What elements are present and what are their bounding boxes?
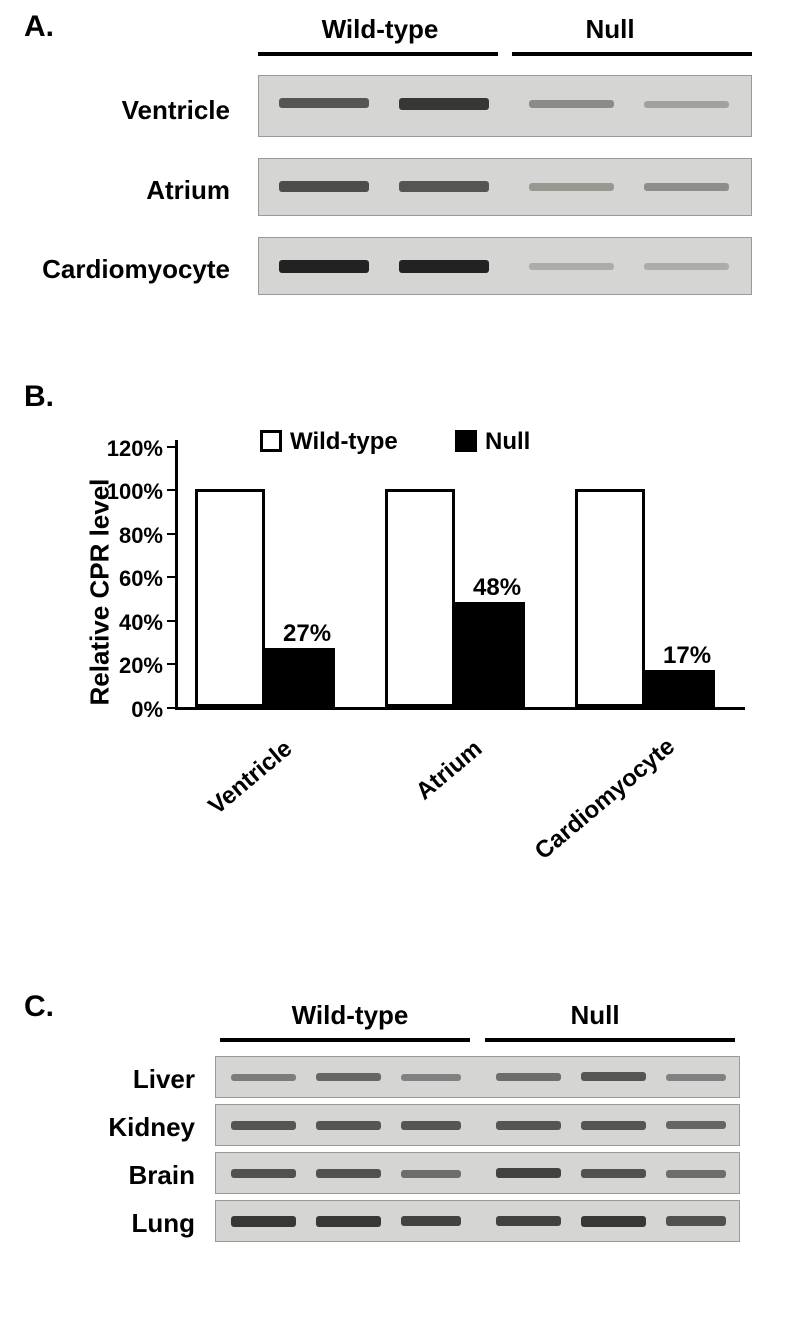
panel-a-blot-cardiomyocyte	[258, 237, 752, 295]
panel-c-blot-lung	[215, 1200, 740, 1242]
bar-value-label: 27%	[283, 620, 331, 648]
y-tick	[167, 489, 175, 491]
legend-swatch-null	[455, 430, 477, 452]
y-tick-label: 60%	[100, 566, 163, 592]
blot-band	[496, 1121, 561, 1130]
blot-band	[231, 1074, 296, 1081]
blot-band	[399, 98, 489, 110]
panel-a-header-null: Null	[530, 14, 690, 45]
blot-band	[401, 1121, 461, 1130]
blot-band	[401, 1074, 461, 1081]
blot-band	[316, 1169, 381, 1178]
panel-c-header-null: Null	[515, 1000, 675, 1031]
legend-swatch-wildtype	[260, 430, 282, 452]
y-tick-label: 80%	[100, 523, 163, 549]
blot-band	[496, 1073, 561, 1081]
panel-a-row-label: Ventricle	[0, 95, 230, 126]
blot-band	[279, 260, 369, 273]
panel-c-blot-liver	[215, 1056, 740, 1098]
y-tick	[167, 707, 175, 709]
blot-band	[231, 1169, 296, 1178]
bar-null	[645, 670, 715, 707]
y-tick	[167, 663, 175, 665]
y-tick-label: 0%	[100, 697, 163, 723]
panel-c-row-label: Liver	[0, 1064, 195, 1095]
bar-wildtype	[195, 489, 265, 707]
bar-wildtype	[385, 489, 455, 707]
panel-c-blot-kidney	[215, 1104, 740, 1146]
blot-band	[496, 1168, 561, 1178]
bar-null	[455, 602, 525, 707]
blot-band	[529, 263, 614, 270]
blot-band	[279, 98, 369, 108]
panel-c-header-wildtype: Wild-type	[250, 1000, 450, 1031]
blot-band	[644, 263, 729, 270]
panel-a-header-wildtype: Wild-type	[280, 14, 480, 45]
blot-band	[581, 1121, 646, 1130]
blot-band	[231, 1216, 296, 1227]
panel-a-blot-atrium	[258, 158, 752, 216]
panel-c-blot-brain	[215, 1152, 740, 1194]
blot-band	[581, 1169, 646, 1178]
blot-band	[666, 1216, 726, 1226]
bar-value-label: 17%	[663, 642, 711, 670]
panel-c-header-bar-wt	[220, 1038, 470, 1042]
bar-value-label: 48%	[473, 574, 521, 602]
blot-band	[581, 1072, 646, 1081]
blot-band	[644, 183, 729, 191]
blot-band	[581, 1216, 646, 1227]
y-tick-label: 120%	[100, 436, 163, 462]
panel-b-label: B.	[24, 380, 54, 414]
blot-band	[279, 181, 369, 192]
blot-band	[644, 101, 729, 108]
blot-band	[666, 1074, 726, 1081]
blot-band	[401, 1216, 461, 1226]
y-tick-label: 40%	[100, 610, 163, 636]
panel-c-row-label: Brain	[0, 1160, 195, 1191]
blot-band	[316, 1073, 381, 1081]
blot-band	[666, 1170, 726, 1178]
bar-wildtype	[575, 489, 645, 707]
panel-c-label: C.	[24, 990, 54, 1024]
y-tick	[167, 533, 175, 535]
y-tick	[167, 446, 175, 448]
x-axis-line	[175, 707, 745, 710]
panel-a-row-label: Cardiomyocyte	[0, 254, 230, 285]
panel-c-header-bar-null	[485, 1038, 735, 1042]
blot-band	[529, 183, 614, 191]
legend-label-wildtype: Wild-type	[290, 428, 398, 456]
panel-c-row-label: Kidney	[0, 1112, 195, 1143]
x-category-label: Ventricle	[165, 735, 298, 853]
panel-a-header-bar-wt	[258, 52, 498, 56]
y-tick	[167, 576, 175, 578]
blot-band	[529, 100, 614, 108]
blot-band	[316, 1216, 381, 1227]
blot-band	[399, 181, 489, 192]
blot-band	[666, 1121, 726, 1129]
y-tick	[167, 620, 175, 622]
blot-band	[316, 1121, 381, 1130]
panel-a-row-label: Atrium	[0, 175, 230, 206]
y-tick-label: 20%	[100, 653, 163, 679]
panel-b-chart: Relative CPR level 120% 100% 80% 60% 40%…	[60, 430, 760, 870]
panel-a-blot-ventricle	[258, 75, 752, 137]
panel-a-header-bar-null	[512, 52, 752, 56]
blot-band	[401, 1170, 461, 1178]
panel-a-label: A.	[24, 10, 54, 44]
bar-null	[265, 648, 335, 707]
x-category-label: Cardiomyocyte	[530, 735, 678, 866]
blot-band	[399, 260, 489, 273]
blot-band	[496, 1216, 561, 1226]
y-tick-label: 100%	[100, 479, 163, 505]
x-category-label: Atrium	[355, 735, 488, 853]
y-axis-line	[175, 440, 178, 710]
legend-label-null: Null	[485, 428, 530, 456]
panel-c-row-label: Lung	[0, 1208, 195, 1239]
blot-band	[231, 1121, 296, 1130]
